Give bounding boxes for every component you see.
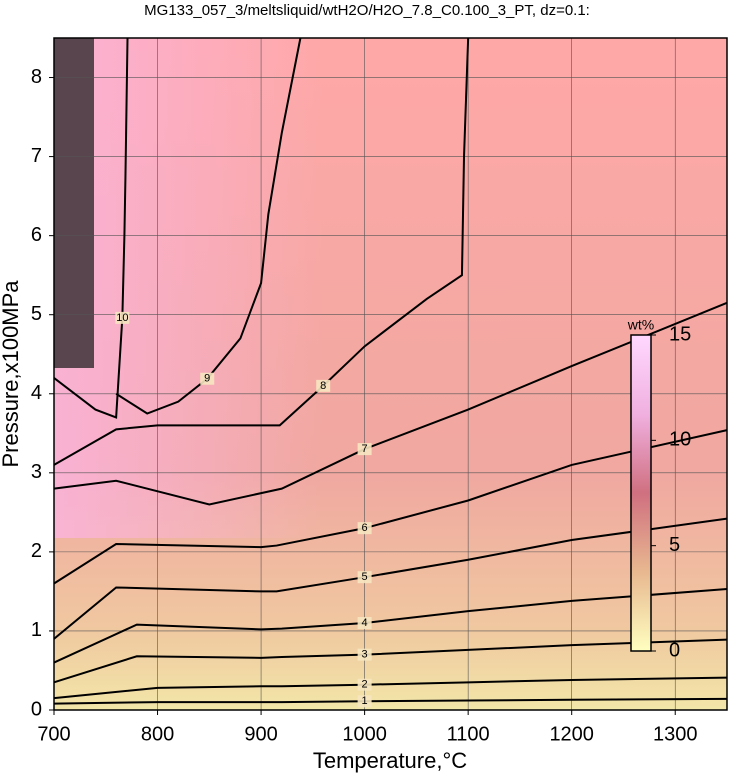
- contour-label: 6: [362, 522, 368, 534]
- colorbar-tick-label: 5: [669, 534, 680, 556]
- contour-label: 8: [320, 380, 326, 392]
- contour-label-bg: [357, 571, 372, 584]
- contour-label-bg: [200, 372, 215, 385]
- contour-label-bg: [316, 379, 331, 392]
- contour-label-bg: [357, 695, 372, 708]
- contour-line: [115, 37, 302, 415]
- contour-line: [53, 301, 728, 506]
- y-tick-label: 1: [31, 619, 42, 641]
- dense-contour-region: [54, 38, 94, 368]
- y-tick-label: 0: [31, 698, 42, 720]
- x-tick-label: 1200: [549, 723, 594, 745]
- y-tick-label: 3: [31, 461, 42, 483]
- contours: 1 2 3 4 5 6 7 8 9 10: [53, 37, 728, 708]
- contour-label: 10: [116, 312, 128, 324]
- contour-line: [53, 638, 728, 684]
- contour-label-bg: [115, 311, 130, 324]
- x-tick-label: 900: [244, 723, 277, 745]
- contour-label: 3: [362, 649, 368, 661]
- y-tick-label: 8: [31, 66, 42, 88]
- colorbar-tick-label: 0: [669, 639, 680, 661]
- contour-label-bg: [357, 443, 372, 456]
- y-axis-label: Pressure,x100MPa: [0, 280, 23, 468]
- contour-label-bg: [357, 648, 372, 661]
- contour-line: [53, 676, 728, 700]
- contour-line: [53, 517, 728, 640]
- x-tick-label: 1000: [342, 723, 387, 745]
- x-tick-label: 1300: [653, 723, 698, 745]
- contour-label: 4: [362, 617, 368, 629]
- y-tick-label: 5: [31, 303, 42, 325]
- colorbar-tick-label: 10: [669, 429, 691, 451]
- x-axis-label: Temperature,°C: [313, 748, 467, 773]
- y-tick-label: 7: [31, 145, 42, 167]
- contour-label: 9: [204, 373, 210, 385]
- colorbar-scale: [630, 334, 652, 652]
- colorbar-label: wt%: [627, 317, 654, 333]
- contour-line: [53, 37, 470, 466]
- contour-label-bg: [357, 617, 372, 630]
- contour-line: [53, 588, 728, 664]
- colorbar: wt% 0 5 10 15: [627, 317, 691, 662]
- contour-line: [53, 429, 728, 585]
- y-tick-label: 4: [31, 382, 42, 404]
- chart-title: MG133_057_3/meltsliquid/wtH2O/H2O_7.8_C0…: [144, 2, 590, 19]
- y-tick-label: 2: [31, 540, 42, 562]
- x-tick-label: 700: [37, 723, 70, 745]
- contour-label: 7: [362, 443, 368, 455]
- y-tick-label: 6: [31, 224, 42, 246]
- x-tick-label: 1100: [447, 723, 490, 745]
- colorbar-tick-label: 15: [669, 323, 691, 345]
- x-tick-label: 800: [141, 723, 174, 745]
- contour-line: [53, 697, 728, 705]
- contour-label-bg: [357, 678, 372, 691]
- contour-label: 5: [362, 571, 368, 583]
- contour-label-bg: [357, 522, 372, 535]
- contour-label: 1: [362, 695, 368, 707]
- plot-background-tint: [54, 38, 727, 538]
- plot-frame: [53, 37, 728, 711]
- contour-label: 2: [362, 679, 368, 691]
